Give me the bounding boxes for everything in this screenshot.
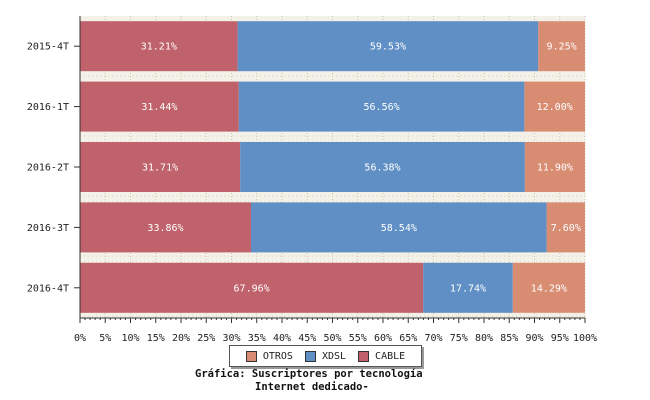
x-tick-label: 75% bbox=[450, 333, 468, 344]
y-tick-label: 2015-4T bbox=[27, 42, 69, 53]
x-tick-label: 100% bbox=[573, 333, 597, 344]
x-tick-label: 70% bbox=[424, 333, 442, 344]
data-label: 31.21% bbox=[141, 42, 177, 53]
x-tick-label: 80% bbox=[475, 333, 493, 344]
bar-segment-cable bbox=[80, 262, 424, 313]
data-label: 67.96% bbox=[234, 283, 270, 294]
bar-segment-cable bbox=[80, 21, 238, 72]
data-label: 7.60% bbox=[551, 223, 581, 234]
bar-segment-xdsl bbox=[240, 142, 525, 192]
data-label: 31.71% bbox=[142, 163, 178, 174]
data-label: 9.25% bbox=[547, 42, 577, 53]
x-tick-label: 40% bbox=[273, 333, 291, 344]
bar-segment-otros bbox=[512, 262, 585, 313]
data-label: 56.38% bbox=[364, 163, 400, 174]
y-tick-label: 2016-1T bbox=[27, 102, 69, 113]
x-tick-label: 85% bbox=[500, 333, 518, 344]
legend-swatch-cable bbox=[358, 350, 370, 362]
x-tick-label: 20% bbox=[172, 333, 190, 344]
bar-segment-cable bbox=[80, 202, 251, 253]
y-tick-label: 2016-3T bbox=[27, 223, 69, 234]
data-label: 59.53% bbox=[370, 42, 406, 53]
caption-line-2: Internet dedicado- bbox=[255, 381, 369, 393]
bar-segment-xdsl bbox=[238, 81, 525, 132]
x-tick-label: 15% bbox=[147, 333, 165, 344]
data-label: 11.90% bbox=[537, 163, 573, 174]
data-label: 58.54% bbox=[381, 223, 417, 234]
x-tick-label: 25% bbox=[197, 333, 215, 344]
data-label: 12.00% bbox=[537, 102, 573, 113]
legend-item-cable: CABLE bbox=[358, 350, 406, 362]
y-tick-label: 2016-2T bbox=[27, 163, 69, 174]
chart-caption: Gráfica: Suscriptores por tecnología Int… bbox=[195, 368, 455, 394]
x-tick-label: 60% bbox=[374, 333, 392, 344]
bar-segment-xdsl bbox=[423, 262, 513, 313]
bar-segment-cable bbox=[80, 142, 241, 192]
bar-segment-xdsl bbox=[250, 202, 547, 253]
caption-line-1: Gráfica: Suscriptores por tecnología bbox=[195, 368, 423, 380]
bar-segment-otros bbox=[524, 81, 585, 132]
legend-swatch-otros bbox=[245, 350, 257, 362]
x-tick-label: 30% bbox=[222, 333, 240, 344]
data-label: 31.44% bbox=[141, 102, 177, 113]
bar-segment-otros bbox=[538, 21, 585, 72]
y-tick-label: 2016-4T bbox=[27, 283, 69, 294]
x-tick-label: 65% bbox=[399, 333, 417, 344]
bar-segment-cable bbox=[80, 81, 239, 132]
x-tick-label: 55% bbox=[349, 333, 367, 344]
bar-segment-otros bbox=[546, 202, 585, 253]
legend-label-otros: OTROS bbox=[262, 350, 293, 362]
x-tick-label: 5% bbox=[99, 333, 111, 344]
data-label: 14.29% bbox=[531, 283, 567, 294]
x-tick-label: 50% bbox=[323, 333, 341, 344]
x-tick-label: 45% bbox=[298, 333, 316, 344]
x-tick-label: 95% bbox=[551, 333, 569, 344]
data-label: 33.86% bbox=[147, 223, 183, 234]
legend-item-xdsl: XDSL bbox=[304, 350, 347, 362]
data-label: 17.74% bbox=[450, 283, 486, 294]
x-tick-label: 10% bbox=[121, 333, 139, 344]
x-tick-label: 0% bbox=[74, 333, 86, 344]
legend-item-otros: OTROS bbox=[245, 350, 293, 362]
bar-segment-otros bbox=[524, 142, 585, 192]
legend-label-xdsl: XDSL bbox=[321, 350, 347, 362]
legend-label-cable: CABLE bbox=[375, 350, 406, 362]
x-tick-label: 35% bbox=[248, 333, 266, 344]
legend-swatch-xdsl bbox=[304, 350, 316, 362]
chart-legend: OTROS XDSL CABLE bbox=[229, 345, 422, 367]
data-label: 56.56% bbox=[364, 102, 400, 113]
x-tick-label: 90% bbox=[525, 333, 543, 344]
bar-segment-xdsl bbox=[237, 21, 539, 72]
